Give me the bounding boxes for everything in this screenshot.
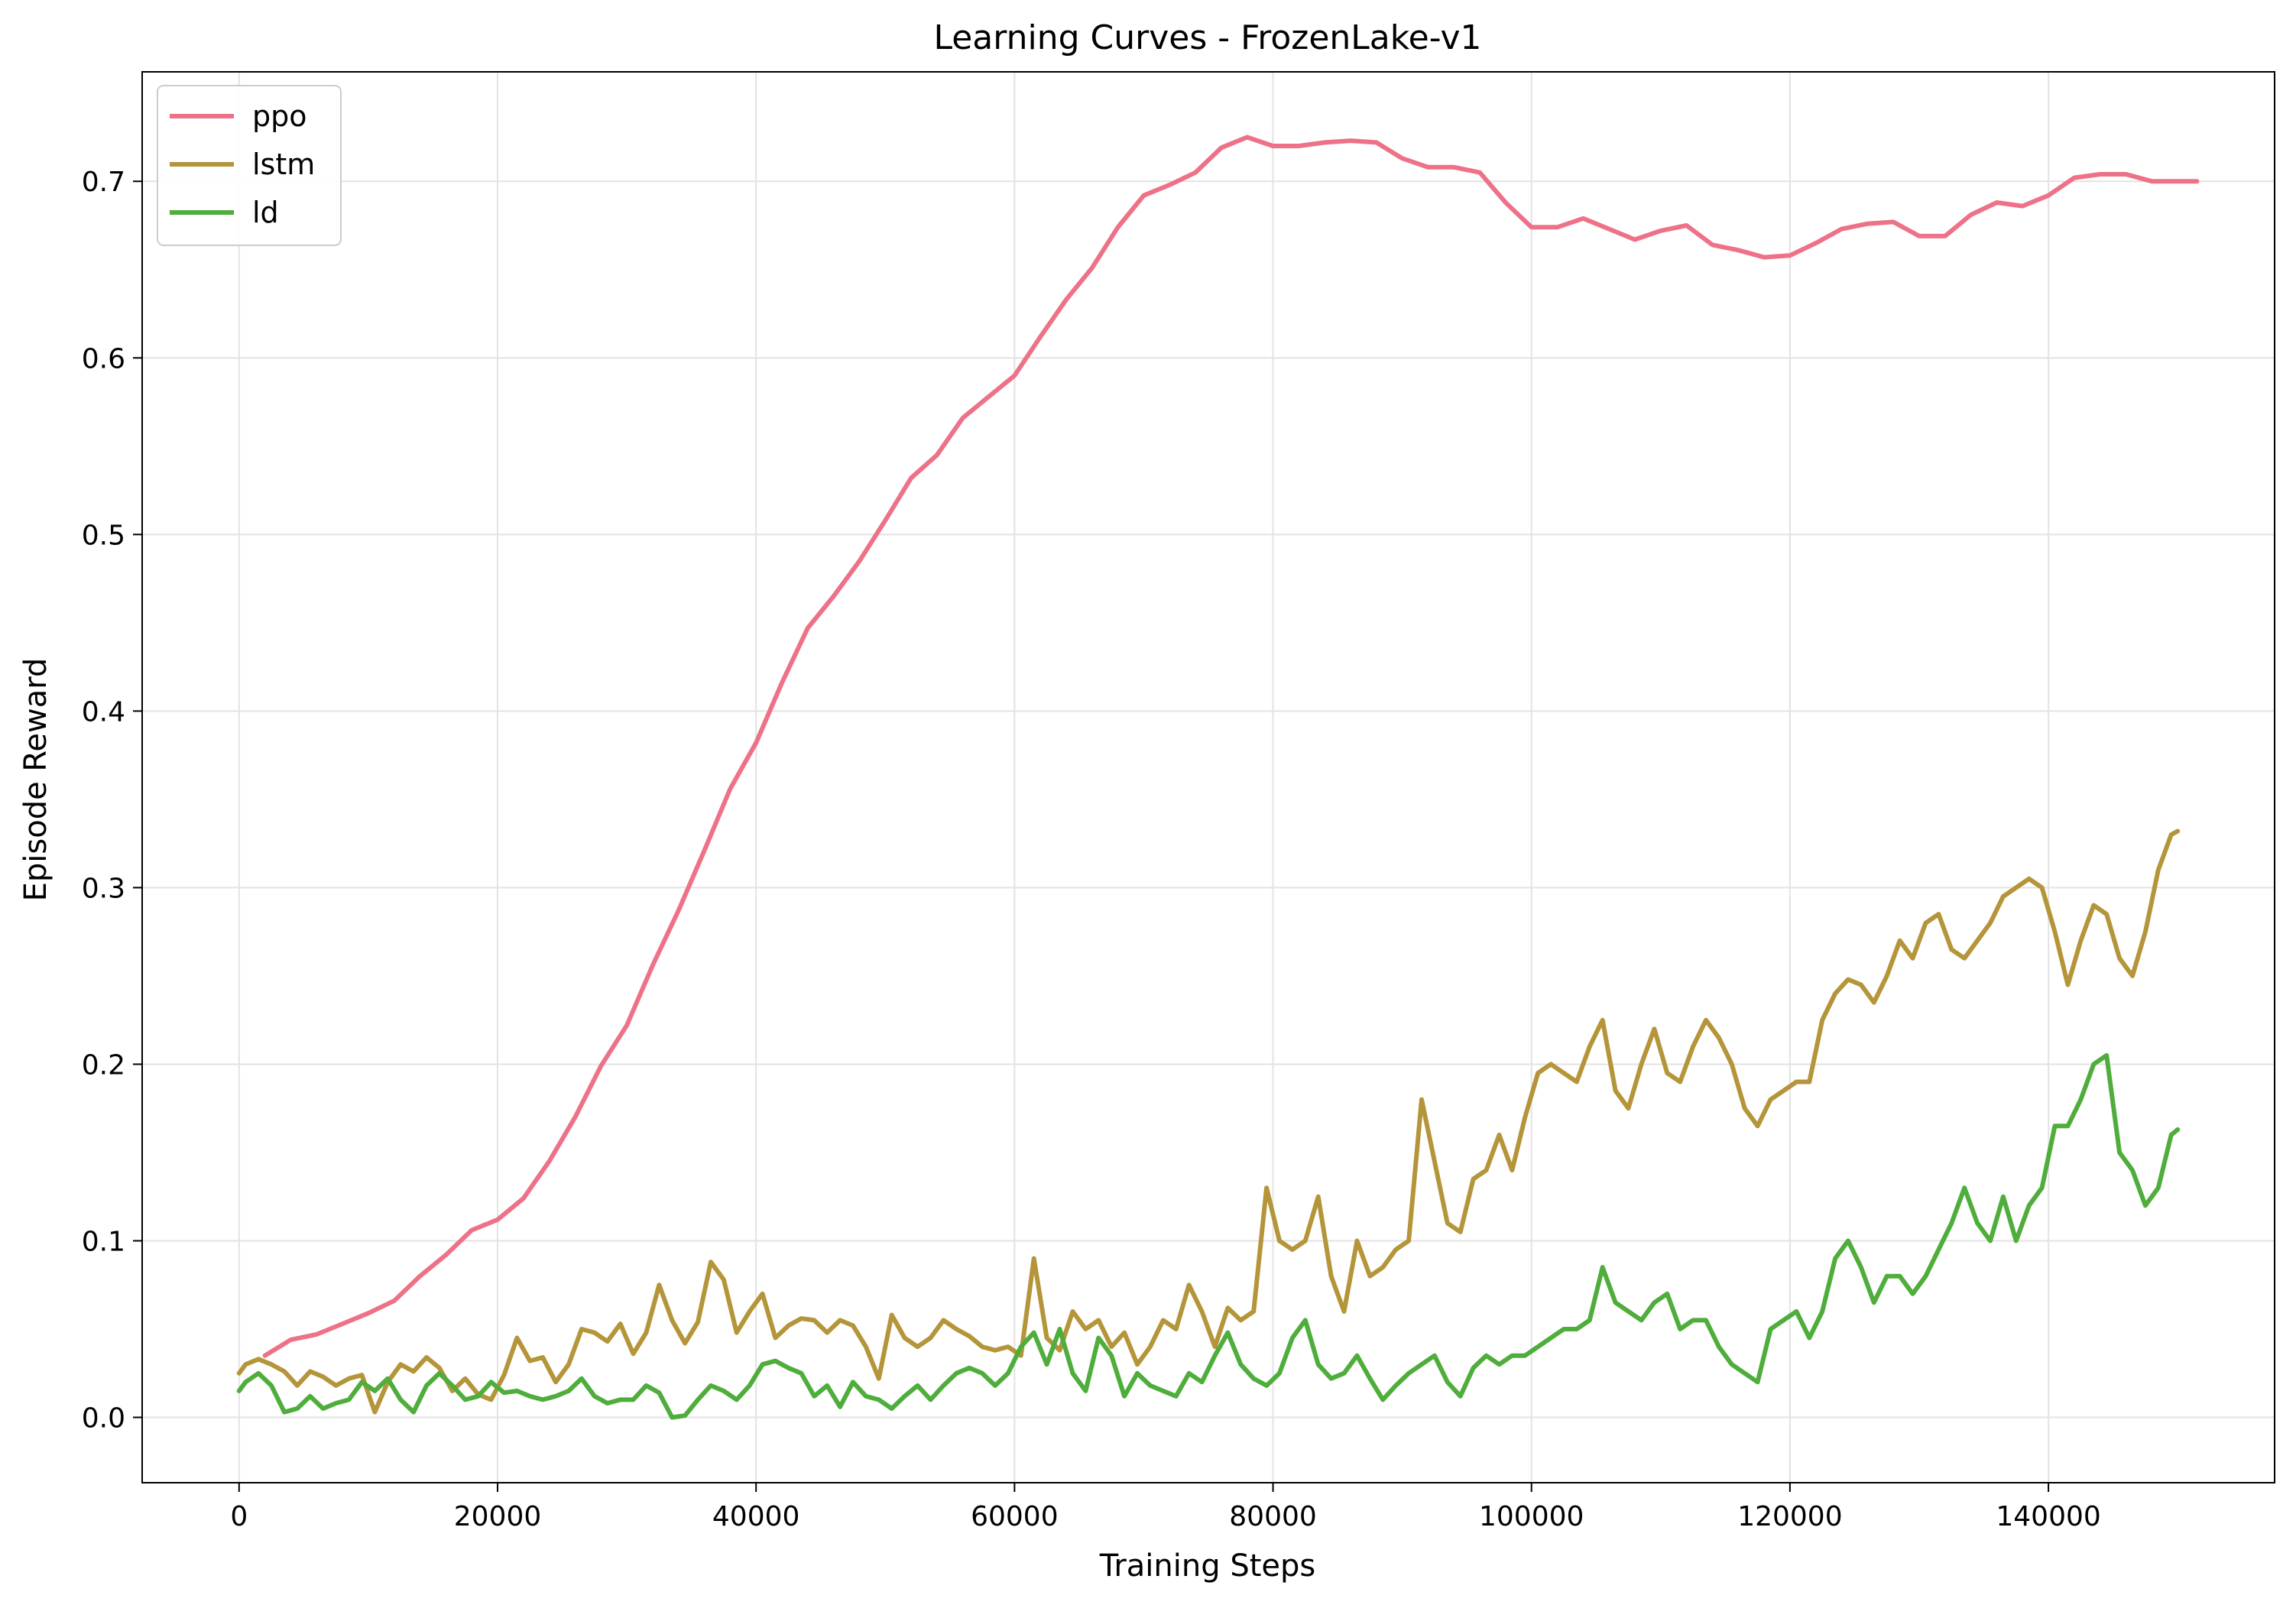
x-tick-label: 60000	[971, 1501, 1059, 1532]
x-tick-label: 120000	[1737, 1501, 1842, 1532]
chart-title: Learning Curves - FrozenLake-v1	[934, 18, 1482, 57]
x-tick-label: 40000	[712, 1501, 800, 1532]
x-tick-label: 100000	[1479, 1501, 1584, 1532]
x-tick-label: 140000	[1996, 1501, 2100, 1532]
legend-label-ld: ld	[252, 196, 279, 229]
x-tick-label: 0	[230, 1501, 248, 1532]
y-axis-label: Episode Reward	[18, 658, 54, 902]
legend: ppo lstm ld	[157, 85, 342, 246]
x-axis-label: Training Steps	[1099, 1548, 1315, 1584]
y-tick-label: 0.1	[82, 1226, 125, 1257]
y-tick-label: 0.6	[82, 343, 125, 374]
y-tick-label: 0.7	[82, 167, 125, 198]
legend-label-ppo: ppo	[252, 99, 307, 133]
plot-area-frame	[141, 71, 2275, 1483]
legend-box	[157, 85, 342, 246]
y-tick-label: 0.0	[82, 1403, 125, 1435]
tick-layer: 0 20000 40000 60000 80000 100000 120000 140000 0…	[82, 167, 2101, 1532]
x-tick-label: 80000	[1229, 1501, 1317, 1532]
series-layer	[236, 135, 2200, 1420]
x-tick-label: 20000	[454, 1501, 542, 1532]
grid-layer	[142, 72, 2275, 1483]
series-line-ld	[236, 1052, 2181, 1420]
series-line-lstm	[236, 828, 2181, 1415]
y-tick-label: 0.2	[82, 1049, 125, 1081]
y-tick-label: 0.3	[82, 873, 125, 904]
series-line-ppo	[262, 135, 2200, 1358]
legend-label-lstm: lstm	[252, 148, 315, 181]
y-tick-label: 0.4	[82, 696, 125, 728]
y-tick-label: 0.5	[82, 520, 125, 551]
